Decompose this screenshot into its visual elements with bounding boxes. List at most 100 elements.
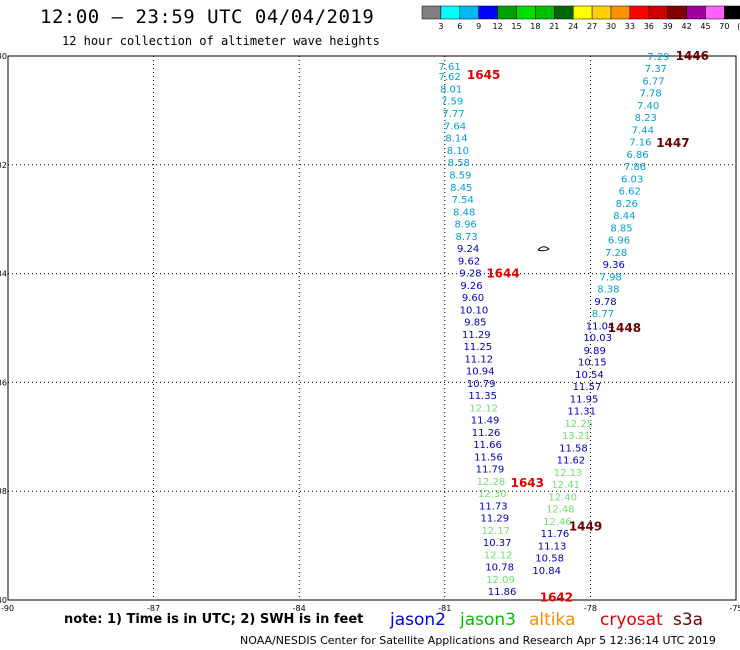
wave-height-value: 11.57 xyxy=(573,382,602,393)
wave-height-value: 10.78 xyxy=(485,562,514,573)
wave-height-value: 8.77 xyxy=(592,309,614,320)
colorbar-swatch xyxy=(516,5,536,20)
legend-s3a: s3a xyxy=(673,610,704,630)
wave-height-value: 12.46 xyxy=(543,517,572,528)
wave-height-value: 7.98 xyxy=(600,272,622,283)
wave-height-value: 7.28 xyxy=(605,248,627,259)
wave-height-value: 12.41 xyxy=(551,480,580,491)
wave-height-value: 10.94 xyxy=(466,366,495,377)
wave-height-value: 9.78 xyxy=(594,297,616,308)
wave-height-value: 10.03 xyxy=(583,333,612,344)
colorbar-label: 45 xyxy=(700,22,710,31)
wave-height-value: 9.26 xyxy=(460,281,482,292)
pass-time-label: 1643 xyxy=(511,476,544,490)
wave-height-value: 7.59 xyxy=(441,97,463,108)
wave-height-value: 8.96 xyxy=(455,220,477,231)
wave-height-value: 12.09 xyxy=(486,575,515,586)
wave-height-value: 9.60 xyxy=(462,293,484,304)
wave-height-value: 11.56 xyxy=(474,452,503,463)
colorbar-swatch xyxy=(686,5,706,20)
wave-height-value: 12.12 xyxy=(484,550,513,561)
colorbar-label: 3 xyxy=(438,22,443,31)
colorbar-label: 42 xyxy=(682,22,692,31)
colorbar-swatch xyxy=(667,5,687,20)
colorbar-label: 24 xyxy=(568,22,578,31)
wave-height-value: 11.31 xyxy=(567,407,596,418)
x-tick-label: -75 xyxy=(729,604,740,613)
wave-height-value: 8.14 xyxy=(445,134,467,145)
x-tick-label: -81 xyxy=(438,604,451,613)
colorbar-swatch xyxy=(629,5,650,20)
wave-height-value: 12.40 xyxy=(548,493,577,504)
colorbar-swatch xyxy=(535,5,555,20)
pass-time-label: 1448 xyxy=(608,321,641,335)
wave-height-value: 8.73 xyxy=(456,232,478,243)
y-tick-label: -34 xyxy=(0,270,7,279)
colorbar-swatch xyxy=(554,5,574,20)
wave-height-value: 8.01 xyxy=(440,85,462,96)
wave-height-value: 11.73 xyxy=(479,501,508,512)
colorbar-swatch xyxy=(497,5,517,20)
wave-height-value: 11.49 xyxy=(471,415,500,426)
colorbar-swatch xyxy=(459,5,479,20)
pass-time-label: 1446 xyxy=(676,49,709,63)
wave-height-value: 10.54 xyxy=(575,370,604,381)
wave-height-value: 11.76 xyxy=(541,529,570,540)
colorbar-label: 39 xyxy=(663,22,673,31)
colorbar-swatch xyxy=(705,5,725,20)
corner-tick-label: -90 xyxy=(1,604,14,613)
x-tick-label: -87 xyxy=(147,604,160,613)
wave-height-value: 12.25 xyxy=(564,419,593,430)
wave-height-value: 12.12 xyxy=(469,403,498,414)
wave-height-value: 7.78 xyxy=(639,88,661,99)
wave-height-value: 12.48 xyxy=(546,505,575,516)
wave-height-value: 13.21 xyxy=(562,431,591,442)
colorbar-label: 15 xyxy=(511,22,521,31)
colorbar-label: 33 xyxy=(625,22,635,31)
wave-height-value: 12.30 xyxy=(478,489,507,500)
wave-height-value: 7.62 xyxy=(439,72,461,83)
colorbar-swatch xyxy=(572,5,593,20)
wave-height-value: 9.24 xyxy=(457,244,479,255)
wave-height-value: 9.62 xyxy=(458,257,480,268)
colorbar-label: 6 xyxy=(457,22,462,31)
colorbar-swatch xyxy=(648,5,668,20)
wave-height-value: 12.13 xyxy=(554,468,583,479)
wave-height-value: 7.64 xyxy=(444,122,466,133)
legend-altika: altika xyxy=(529,610,576,630)
wave-height-value: 7.44 xyxy=(632,125,654,136)
wave-height-value: 11.25 xyxy=(463,342,492,353)
colorbar-label: 21 xyxy=(549,22,559,31)
island-outline xyxy=(537,246,550,252)
wave-height-value: 10.58 xyxy=(535,554,564,565)
pass-time-label: 1447 xyxy=(656,136,689,150)
colorbar-swatch xyxy=(724,5,740,20)
wave-height-value: 7.40 xyxy=(637,101,659,112)
wave-height-value: 11.95 xyxy=(570,395,599,406)
wave-height-value: 8.38 xyxy=(597,284,619,295)
wave-height-value: 11.86 xyxy=(488,587,517,598)
x-tick-label: -78 xyxy=(584,604,597,613)
wave-height-value: 12.28 xyxy=(477,477,506,488)
wave-height-value: 11.26 xyxy=(472,428,501,439)
y-tick-label: -32 xyxy=(0,161,7,170)
wave-height-value: 8.45 xyxy=(450,183,472,194)
wave-height-value: 6.96 xyxy=(608,235,630,246)
wave-height-value: 10.15 xyxy=(578,358,607,369)
wave-height-value: 10.79 xyxy=(467,379,496,390)
wave-height-value: 8.85 xyxy=(610,223,632,234)
credit-line: NOAA/NESDIS Center for Satellite Applica… xyxy=(240,634,716,647)
wave-height-value: 8.44 xyxy=(613,211,635,222)
wave-height-value: 9.28 xyxy=(459,269,481,280)
legend-jason2: jason2 xyxy=(390,610,446,630)
colorbar-label: 12 xyxy=(493,22,503,31)
wave-height-value: 8.10 xyxy=(447,146,469,157)
wave-height-value: 9.85 xyxy=(464,317,486,328)
wave-height-value: 12.17 xyxy=(481,526,510,537)
pass-time-label: 1449 xyxy=(569,520,602,534)
wave-height-value: 11.29 xyxy=(480,513,509,524)
colorbar-swatch xyxy=(610,5,631,20)
wave-height-value: 10.37 xyxy=(483,538,512,549)
